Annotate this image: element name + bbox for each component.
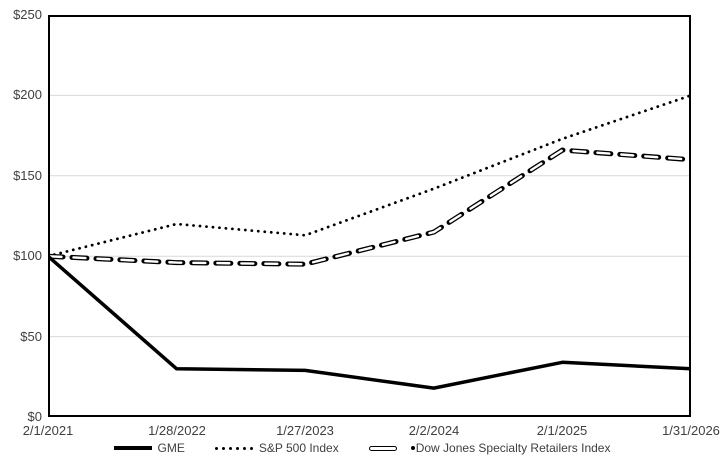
legend-item-dowjones: Dow Jones Specialty Retailers Index <box>368 441 611 455</box>
chart-legend: GME S&P 500 Index Dow Jones Specialty Re… <box>0 441 724 455</box>
y-tick-label-200: $200 <box>13 87 42 102</box>
x-tick-label-2025: 2/1/2025 <box>536 423 588 438</box>
dowjones-line-core <box>48 148 691 266</box>
legend-label-dowjones: Dow Jones Specialty Retailers Index <box>415 441 611 455</box>
y-tick-label-0: $0 <box>27 409 42 424</box>
x-tick-label-2024: 2/2/2024 <box>408 423 460 438</box>
legend-label-sp500: S&P 500 Index <box>258 441 339 455</box>
dowjones-label-group: Dow Jones Specialty Retailers Index <box>403 441 611 455</box>
legend-item-gme: GME <box>113 441 185 455</box>
dowjones-dot-icon <box>410 446 415 450</box>
x-tick-label-2026: 1/31/2026 <box>662 423 720 438</box>
y-tick-label-50: $50 <box>20 329 42 344</box>
y-tick-label-100: $100 <box>13 248 42 263</box>
y-tick-label-250: $250 <box>13 7 42 22</box>
gme-line <box>48 254 691 390</box>
legend-item-sp500: S&P 500 Index <box>214 441 339 455</box>
sp500-dotted-line-icon <box>214 446 253 450</box>
plot-area <box>48 94 691 390</box>
x-tick-label-2021: 2/1/2021 <box>22 423 74 438</box>
gme-solid-line-icon <box>113 446 152 450</box>
x-tick-label-2022: 1/28/2022 <box>148 423 206 438</box>
legend-label-gme: GME <box>157 441 185 455</box>
dowjones-dash-line-icon <box>368 445 397 451</box>
x-tick-label-2023: 1/27/2023 <box>276 423 334 438</box>
y-tick-label-150: $150 <box>13 168 42 183</box>
sp500-line <box>48 94 691 258</box>
